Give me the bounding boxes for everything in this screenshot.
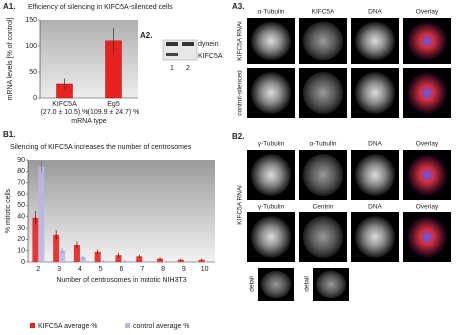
- y-tick-label: 0: [21, 259, 25, 266]
- cell: [302, 154, 344, 196]
- column-header: Overlay: [416, 141, 439, 148]
- column-header: γ-Tubulin: [258, 141, 285, 148]
- cell: [354, 154, 396, 196]
- bar: [121, 260, 128, 262]
- cell: [250, 21, 292, 61]
- legend-swatch: [30, 323, 35, 328]
- y-tick-label: 10: [17, 248, 25, 255]
- panel-label: A2.: [140, 31, 152, 40]
- x-tick-label: KIFC5A: [52, 101, 77, 108]
- x-tick-label: 2: [36, 266, 40, 273]
- y-tick-label: 0: [33, 95, 37, 102]
- column-header: DNA: [368, 204, 382, 211]
- lane-label: 1: [170, 65, 174, 72]
- legend-label: control average %: [133, 323, 189, 330]
- cell: [302, 216, 344, 258]
- bar: [136, 256, 143, 262]
- y-tick-label: 60: [17, 191, 25, 198]
- panel-label: B1.: [3, 130, 15, 139]
- y-tick-label: 90: [17, 157, 25, 164]
- panel-label: A1.: [3, 2, 15, 11]
- detail-label: detail: [249, 276, 256, 292]
- cell: [250, 154, 292, 196]
- x-tick-label: 7: [140, 266, 144, 273]
- y-tick-label: 80: [17, 168, 25, 175]
- y-tick-label: 30: [17, 225, 25, 232]
- x-tick-label: 8: [161, 266, 165, 273]
- lane-label: 2: [186, 65, 190, 72]
- y-axis-label: % mitotic cells: [5, 188, 12, 233]
- bar: [79, 257, 86, 262]
- blot-band: [182, 42, 194, 46]
- row-label: control-silenced: [237, 70, 244, 116]
- legend-label: KIFC5A average %: [38, 323, 98, 330]
- x-tick-label: 10: [201, 266, 209, 273]
- chart-title: Efficiency of silencing in KIFC5A-silenc…: [28, 4, 173, 11]
- bar: [32, 217, 39, 262]
- column-header: Overlay: [416, 204, 439, 211]
- cell: [354, 21, 396, 61]
- cell: [260, 270, 292, 299]
- row-label: KIFC5A RNAi: [237, 21, 244, 60]
- x-tick-label: Eg5: [107, 101, 120, 108]
- row-label: KIFC5A RNAi: [237, 185, 244, 224]
- column-header: DNA: [368, 141, 382, 148]
- column-header: α-Tubulin: [310, 141, 337, 148]
- column-header: Centrin: [313, 204, 334, 211]
- cell: [354, 72, 396, 114]
- cell: [406, 72, 448, 114]
- value-label: (27.0 ± 10.5) %: [41, 109, 89, 116]
- cell: [354, 216, 396, 258]
- x-axis-label: mRNA type: [71, 118, 107, 125]
- y-tick-label: 70: [17, 180, 25, 187]
- band-label: KIFC5A: [198, 53, 223, 60]
- bar: [94, 251, 101, 262]
- y-tick-label: 150: [25, 17, 37, 24]
- x-axis-label: Number of centrosomes in mitotic NIH3T3: [56, 277, 186, 284]
- x-tick-label: 3: [57, 266, 61, 273]
- plot-area: [40, 20, 138, 98]
- column-header: Overlay: [416, 9, 439, 16]
- band-label: dynein: [198, 41, 219, 48]
- cell: [406, 154, 448, 196]
- value-label: (109.9 ± 24.7) %: [88, 109, 140, 116]
- y-tick-label: 50: [29, 69, 37, 76]
- legend-swatch: [125, 323, 130, 328]
- cell: [315, 270, 347, 299]
- x-tick-label: 4: [78, 266, 82, 273]
- x-tick-label: 6: [120, 266, 124, 273]
- panel-label: A3.: [232, 2, 244, 11]
- detail-label: detail: [304, 276, 311, 292]
- cell: [250, 72, 292, 114]
- y-tick-label: 100: [25, 43, 37, 50]
- cell: [302, 21, 344, 61]
- column-header: DNA: [368, 9, 382, 16]
- bar: [157, 258, 164, 262]
- blot-band: [166, 53, 178, 56]
- panel-label: B2.: [232, 132, 244, 141]
- bar: [115, 255, 122, 262]
- bar: [59, 250, 66, 262]
- bar: [100, 260, 107, 262]
- bar: [73, 245, 80, 262]
- cell: [406, 216, 448, 258]
- y-tick-label: 40: [17, 214, 25, 221]
- column-header: α-Tubulin: [258, 9, 285, 16]
- bar: [38, 166, 45, 262]
- chart-title: Silencing of KIFC5A increases the number…: [10, 144, 192, 151]
- cell: [302, 72, 344, 114]
- y-tick-label: 20: [17, 236, 25, 243]
- column-header: KIFC5A: [312, 9, 335, 16]
- x-tick-label: 5: [99, 266, 103, 273]
- blot-band: [166, 42, 178, 46]
- y-tick-label: 50: [17, 202, 25, 209]
- x-tick-label: 9: [182, 266, 186, 273]
- cell: [406, 21, 448, 61]
- bar: [53, 234, 60, 262]
- column-header: γ-Tubulin: [258, 204, 285, 211]
- cell: [250, 216, 292, 258]
- y-axis-label: mRNA levels [% of control]: [7, 18, 14, 101]
